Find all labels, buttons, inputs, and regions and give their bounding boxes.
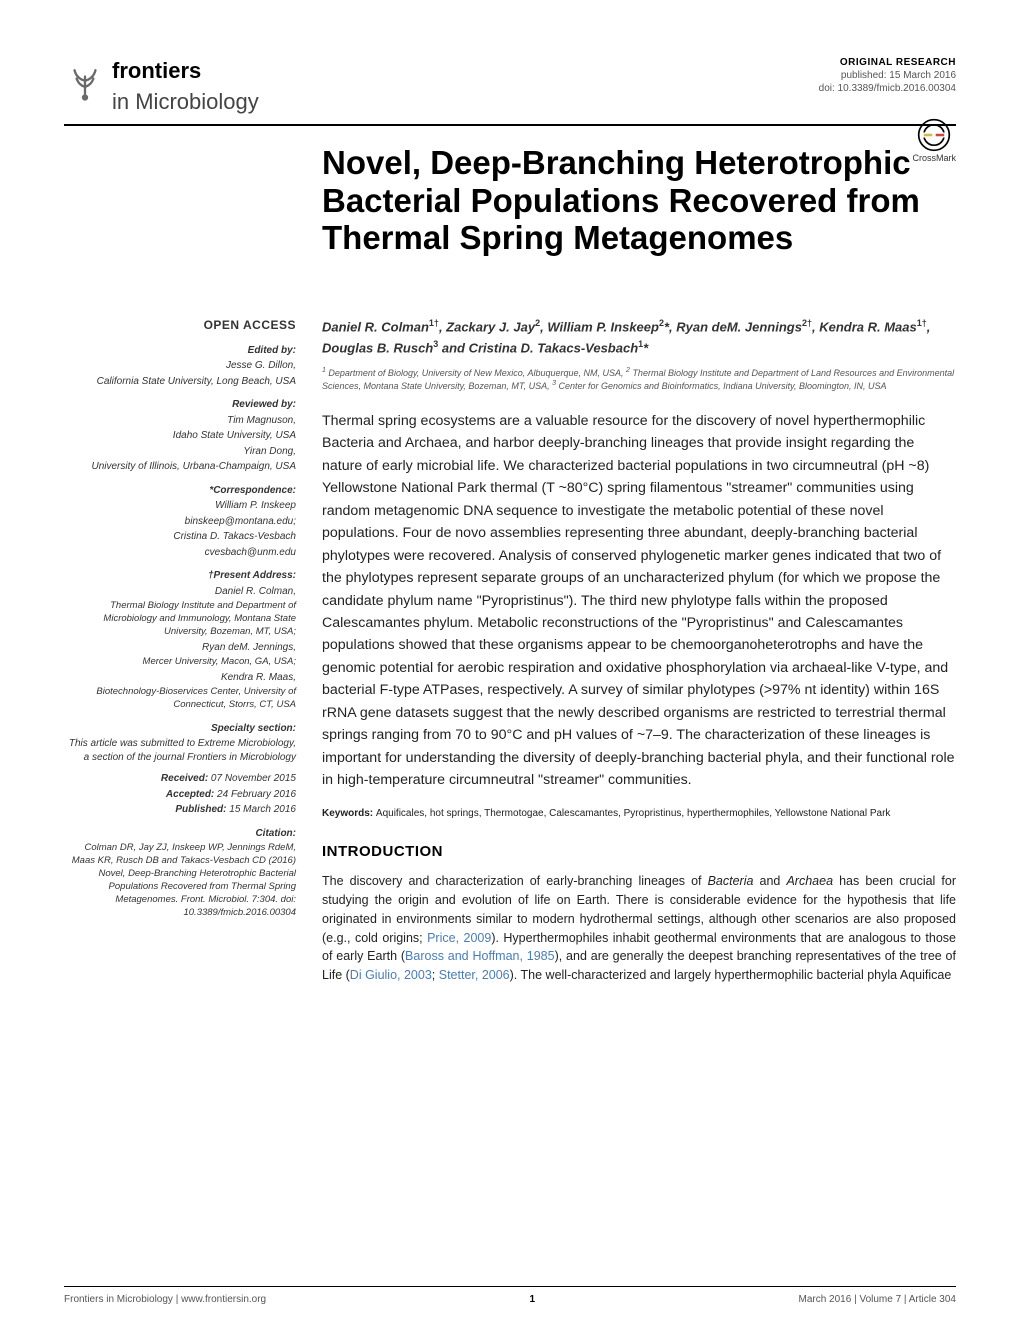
present3-affil: Biotechnology-Bioservices Center, Univer… <box>64 686 296 712</box>
citation-heading: Citation: <box>64 827 296 841</box>
corr1-email: binskeep@montana.edu; <box>64 515 296 529</box>
header: frontiers in Microbiology ORIGINAL RESEA… <box>64 56 956 118</box>
received-line: Received: 07 November 2015 <box>64 772 296 786</box>
article-kind: ORIGINAL RESEARCH <box>819 56 956 69</box>
corr2-email: cvesbach@unm.edu <box>64 546 296 560</box>
reviewer2-affil: University of Illinois, Urbana-Champaign… <box>64 460 296 474</box>
editor-affil: California State University, Long Beach,… <box>64 375 296 389</box>
article-title: Novel, Deep-Branching Heterotrophic Bact… <box>322 144 956 258</box>
keywords-label: Keywords: <box>322 808 376 819</box>
published-date: published: 15 March 2016 <box>819 69 956 82</box>
editor-name: Jesse G. Dillon, <box>64 359 296 373</box>
present2-name: Ryan deM. Jennings, <box>64 641 296 655</box>
logo-word-frontiers: frontiers <box>112 58 201 83</box>
received-label: Received: <box>161 773 208 784</box>
footer-right: March 2016 | Volume 7 | Article 304 <box>798 1293 956 1307</box>
present2-affil: Mercer University, Macon, GA, USA; <box>64 656 296 669</box>
reviewer1-name: Tim Magnuson, <box>64 414 296 428</box>
specialty-text: This article was submitted to Extreme Mi… <box>64 737 296 764</box>
accepted-date: 24 February 2016 <box>214 789 296 800</box>
published-label: Published: <box>175 804 226 815</box>
journal-logo-text: frontiers in Microbiology <box>112 56 259 118</box>
correspondence-block: *Correspondence: William P. Inskeep bins… <box>64 484 296 560</box>
citation-block: Citation: Colman DR, Jay ZJ, Inskeep WP,… <box>64 827 296 919</box>
specialty-heading: Specialty section: <box>64 722 296 736</box>
header-rule <box>64 124 956 126</box>
affiliations: 1 Department of Biology, University of N… <box>322 366 956 392</box>
present-address-heading: †Present Address: <box>64 569 296 583</box>
published-date-side: 15 March 2016 <box>227 804 297 815</box>
present1-name: Daniel R. Colman, <box>64 585 296 599</box>
abstract: Thermal spring ecosystems are a valuable… <box>322 410 956 791</box>
specialty-section-block: Specialty section: This article was subm… <box>64 722 296 765</box>
keywords: Keywords: Aquificales, hot springs, Ther… <box>322 807 956 821</box>
present-address-block: †Present Address: Daniel R. Colman, Ther… <box>64 569 296 712</box>
reviewer1-affil: Idaho State University, USA <box>64 429 296 443</box>
edited-by-block: Edited by: Jesse G. Dillon, California S… <box>64 344 296 389</box>
corr1-name: William P. Inskeep <box>64 499 296 513</box>
article-body: Daniel R. Colman1†, Zackary J. Jay2, Wil… <box>322 317 956 985</box>
main-columns: OPEN ACCESS Edited by: Jesse G. Dillon, … <box>64 317 956 985</box>
accepted-label: Accepted: <box>166 789 214 800</box>
crossmark-label: CrossMark <box>912 152 956 165</box>
edited-by-heading: Edited by: <box>64 344 296 358</box>
reviewed-by-heading: Reviewed by: <box>64 398 296 412</box>
present3-name: Kendra R. Maas, <box>64 671 296 685</box>
journal-logo: frontiers in Microbiology <box>64 56 259 118</box>
introduction-heading: INTRODUCTION <box>322 841 956 862</box>
present1-affil: Thermal Biology Institute and Department… <box>64 600 296 638</box>
dates-block: Received: 07 November 2015 Accepted: 24 … <box>64 772 296 817</box>
sidebar: OPEN ACCESS Edited by: Jesse G. Dillon, … <box>64 317 296 985</box>
introduction-paragraph: The discovery and characterization of ea… <box>322 872 956 985</box>
citation-text: Colman DR, Jay ZJ, Inskeep WP, Jennings … <box>64 842 296 919</box>
published-line: Published: 15 March 2016 <box>64 803 296 817</box>
reviewer2-name: Yiran Dong, <box>64 445 296 459</box>
keywords-text: Aquificales, hot springs, Thermotogae, C… <box>376 808 891 819</box>
open-access-badge: OPEN ACCESS <box>64 317 296 333</box>
footer-left[interactable]: Frontiers in Microbiology | www.frontier… <box>64 1293 266 1307</box>
crossmark-badge[interactable]: CrossMark <box>912 118 956 165</box>
reviewed-by-block: Reviewed by: Tim Magnuson, Idaho State U… <box>64 398 296 474</box>
doi: doi: 10.3389/fmicb.2016.00304 <box>819 82 956 95</box>
received-date: 07 November 2015 <box>208 773 296 784</box>
correspondence-heading: *Correspondence: <box>64 484 296 498</box>
authors-line: Daniel R. Colman1†, Zackary J. Jay2, Wil… <box>322 317 956 357</box>
frontiers-logo-icon <box>64 66 106 108</box>
footer: Frontiers in Microbiology | www.frontier… <box>64 1286 956 1307</box>
logo-word-subject: in Microbiology <box>112 89 259 114</box>
page-number: 1 <box>530 1293 536 1307</box>
crossmark-icon <box>917 118 951 152</box>
corr2-name: Cristina D. Takacs-Vesbach <box>64 530 296 544</box>
publication-meta: ORIGINAL RESEARCH published: 15 March 20… <box>819 56 956 95</box>
accepted-line: Accepted: 24 February 2016 <box>64 788 296 802</box>
